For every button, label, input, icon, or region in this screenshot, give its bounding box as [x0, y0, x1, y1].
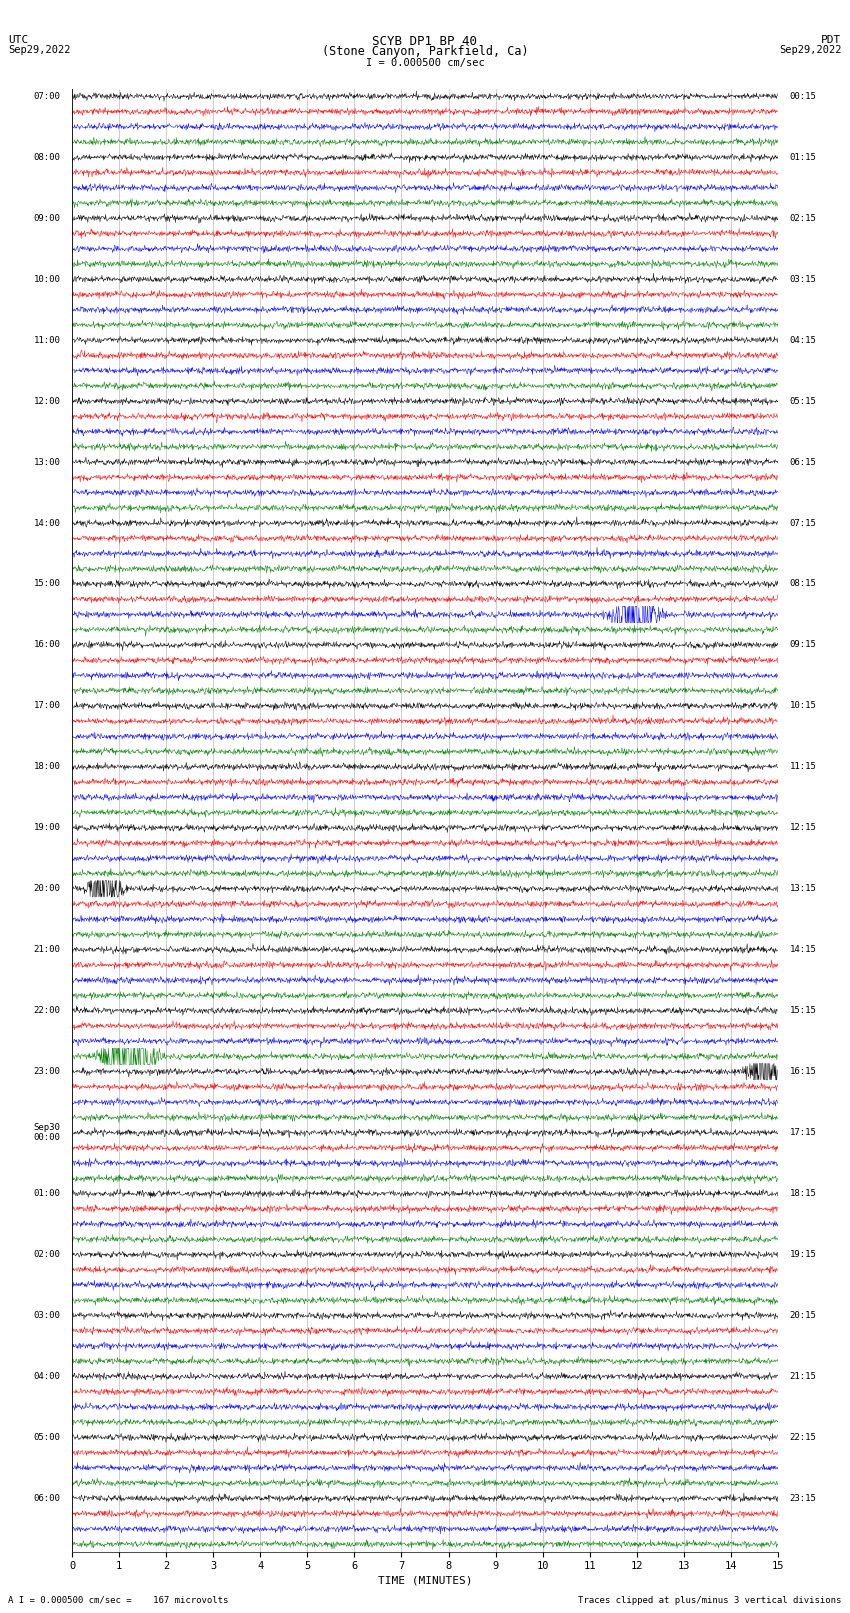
- Text: 21:15: 21:15: [790, 1373, 816, 1381]
- Text: 16:00: 16:00: [34, 640, 60, 650]
- Text: 06:15: 06:15: [790, 458, 816, 466]
- Text: 13:00: 13:00: [34, 458, 60, 466]
- Text: 12:00: 12:00: [34, 397, 60, 405]
- Text: 01:00: 01:00: [34, 1189, 60, 1198]
- Text: 15:15: 15:15: [790, 1007, 816, 1015]
- Text: 07:00: 07:00: [34, 92, 60, 102]
- Text: 11:00: 11:00: [34, 336, 60, 345]
- Text: 12:15: 12:15: [790, 823, 816, 832]
- Text: 13:15: 13:15: [790, 884, 816, 894]
- Text: A I = 0.000500 cm/sec =    167 microvolts: A I = 0.000500 cm/sec = 167 microvolts: [8, 1595, 229, 1605]
- Text: 07:15: 07:15: [790, 518, 816, 527]
- Text: 08:15: 08:15: [790, 579, 816, 589]
- Text: 23:00: 23:00: [34, 1068, 60, 1076]
- Text: I = 0.000500 cm/sec: I = 0.000500 cm/sec: [366, 58, 484, 68]
- Text: SCYB DP1 BP 40: SCYB DP1 BP 40: [372, 35, 478, 48]
- Text: 16:15: 16:15: [790, 1068, 816, 1076]
- Text: 06:00: 06:00: [34, 1494, 60, 1503]
- Text: Traces clipped at plus/minus 3 vertical divisions: Traces clipped at plus/minus 3 vertical …: [578, 1595, 842, 1605]
- Text: 18:15: 18:15: [790, 1189, 816, 1198]
- Text: 15:00: 15:00: [34, 579, 60, 589]
- Text: 05:15: 05:15: [790, 397, 816, 405]
- Text: Sep30: Sep30: [34, 1123, 60, 1132]
- Text: 14:15: 14:15: [790, 945, 816, 955]
- Text: 10:15: 10:15: [790, 702, 816, 710]
- Text: 18:00: 18:00: [34, 763, 60, 771]
- Text: 21:00: 21:00: [34, 945, 60, 955]
- Text: 00:15: 00:15: [790, 92, 816, 102]
- Text: 22:00: 22:00: [34, 1007, 60, 1015]
- Text: (Stone Canyon, Parkfield, Ca): (Stone Canyon, Parkfield, Ca): [321, 45, 529, 58]
- Text: Sep29,2022: Sep29,2022: [8, 45, 71, 55]
- Text: 11:15: 11:15: [790, 763, 816, 771]
- Text: 22:15: 22:15: [790, 1432, 816, 1442]
- Text: 05:00: 05:00: [34, 1432, 60, 1442]
- Text: 19:15: 19:15: [790, 1250, 816, 1260]
- Text: 19:00: 19:00: [34, 823, 60, 832]
- Text: 03:15: 03:15: [790, 274, 816, 284]
- Text: 09:00: 09:00: [34, 215, 60, 223]
- Text: 14:00: 14:00: [34, 518, 60, 527]
- Text: 23:15: 23:15: [790, 1494, 816, 1503]
- Text: 08:00: 08:00: [34, 153, 60, 161]
- Text: Sep29,2022: Sep29,2022: [779, 45, 842, 55]
- Text: 20:00: 20:00: [34, 884, 60, 894]
- Text: 03:00: 03:00: [34, 1311, 60, 1319]
- Text: 04:00: 04:00: [34, 1373, 60, 1381]
- Text: 17:00: 17:00: [34, 702, 60, 710]
- X-axis label: TIME (MINUTES): TIME (MINUTES): [377, 1576, 473, 1586]
- Text: 10:00: 10:00: [34, 274, 60, 284]
- Text: 02:15: 02:15: [790, 215, 816, 223]
- Text: 20:15: 20:15: [790, 1311, 816, 1319]
- Text: 01:15: 01:15: [790, 153, 816, 161]
- Text: 09:15: 09:15: [790, 640, 816, 650]
- Text: 00:00: 00:00: [34, 1134, 60, 1142]
- Text: 04:15: 04:15: [790, 336, 816, 345]
- Text: UTC: UTC: [8, 35, 29, 45]
- Text: PDT: PDT: [821, 35, 842, 45]
- Text: 17:15: 17:15: [790, 1127, 816, 1137]
- Text: 02:00: 02:00: [34, 1250, 60, 1260]
